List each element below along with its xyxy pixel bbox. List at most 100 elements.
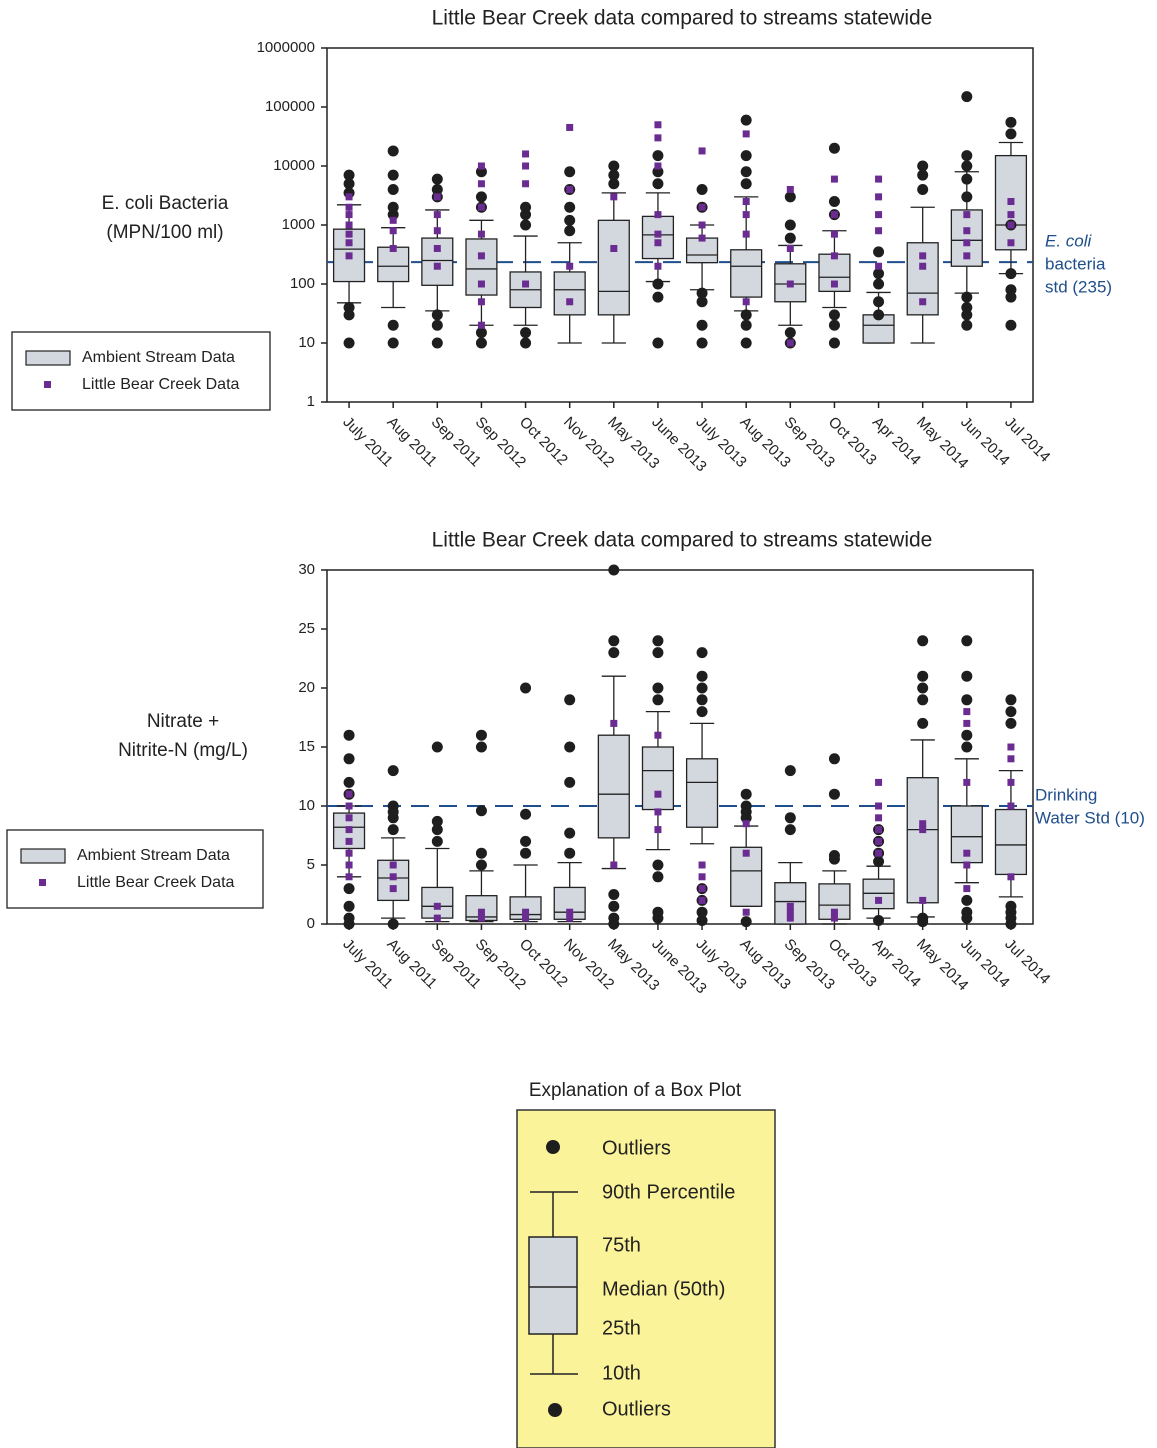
- chart-title: Little Bear Creek data compared to strea…: [432, 529, 933, 552]
- outlier: [917, 635, 929, 647]
- outlier: [387, 812, 399, 824]
- creek-point: [963, 849, 971, 857]
- reference-label: Water Std (10): [1035, 808, 1145, 827]
- creek-point: [1007, 239, 1015, 247]
- outlier: [784, 191, 796, 203]
- outlier: [961, 319, 973, 331]
- y-tick-label: 10000: [273, 157, 315, 174]
- chart: Little Bear Creek data compared to strea…: [6, 529, 1145, 997]
- outlier: [696, 682, 708, 694]
- creek-point: [345, 193, 353, 201]
- explanation-label: 10th: [602, 1362, 641, 1384]
- y-tick-label: 5: [307, 856, 315, 873]
- creek-point: [875, 896, 883, 904]
- outlier: [828, 196, 840, 208]
- outlier: [608, 635, 620, 647]
- creek-point: [698, 896, 706, 904]
- legend-swatch: [44, 381, 51, 388]
- outlier: [475, 337, 487, 349]
- outlier: [520, 682, 532, 694]
- box: [994, 808, 1028, 876]
- outlier: [784, 765, 796, 777]
- creek-point: [875, 211, 883, 219]
- outlier: [652, 291, 664, 303]
- box: [641, 746, 675, 811]
- outlier: [1005, 291, 1017, 303]
- creek-point: [742, 211, 750, 219]
- outlier: [917, 169, 929, 181]
- outlier: [652, 871, 664, 883]
- outlier: [652, 682, 664, 694]
- outlier: [564, 847, 576, 859]
- creek-point: [875, 193, 883, 201]
- creek-point: [610, 244, 618, 252]
- legend-label: Ambient Stream Data: [77, 847, 230, 864]
- creek-point: [875, 837, 883, 845]
- creek-point: [433, 902, 441, 910]
- outlier: [564, 776, 576, 788]
- creek-point: [1007, 198, 1015, 206]
- outlier: [696, 647, 708, 659]
- creek-point: [919, 252, 927, 260]
- y-tick-label: 1: [307, 393, 315, 410]
- creek-point: [566, 262, 574, 270]
- creek-point: [522, 162, 530, 170]
- box: [730, 846, 763, 907]
- creek-point: [919, 820, 927, 828]
- outlier: [652, 635, 664, 647]
- y-tick-label: 15: [298, 738, 315, 755]
- outlier: [1005, 128, 1017, 140]
- outlier: [564, 166, 576, 178]
- creek-point: [963, 778, 971, 786]
- explanation-label: Outliers: [602, 1398, 671, 1420]
- outlier: [608, 647, 620, 659]
- explanation-label: 25th: [602, 1317, 641, 1339]
- outlier: [520, 337, 532, 349]
- outlier: [696, 670, 708, 682]
- creek-point: [477, 280, 485, 288]
- creek-point: [786, 902, 794, 910]
- creek-point: [345, 221, 353, 229]
- outlier: [961, 291, 973, 303]
- legend-label: Ambient Stream Data: [82, 349, 235, 366]
- y-tick-label: 1000000: [257, 39, 315, 56]
- outlier: [696, 319, 708, 331]
- outlier: [343, 883, 355, 895]
- creek-point: [698, 885, 706, 893]
- box: [994, 154, 1028, 251]
- legend-swatch: [39, 879, 46, 886]
- creek-point: [477, 914, 485, 922]
- outlier: [652, 178, 664, 190]
- outlier: [343, 178, 355, 190]
- outlier: [828, 753, 840, 765]
- outlier: [520, 847, 532, 859]
- outlier: [917, 717, 929, 729]
- outlier: [387, 824, 399, 836]
- creek-point: [875, 849, 883, 857]
- outlier: [475, 741, 487, 753]
- outlier: [1005, 694, 1017, 706]
- creek-point: [875, 802, 883, 810]
- outlier: [1005, 319, 1017, 331]
- explanation-label: 75th: [602, 1234, 641, 1256]
- creek-point: [477, 908, 485, 916]
- outlier: [696, 706, 708, 718]
- chart-title: Little Bear Creek data compared to strea…: [432, 7, 933, 30]
- explanation: Explanation of a Box Plot Outliers 90th …: [516, 1080, 776, 1448]
- creek-point: [345, 873, 353, 881]
- outlier: [652, 694, 664, 706]
- creek-point: [433, 193, 441, 201]
- creek-point: [610, 193, 618, 201]
- plot-frame: [326, 47, 1034, 403]
- outlier: [387, 319, 399, 331]
- creek-point: [477, 298, 485, 306]
- creek-point: [875, 826, 883, 834]
- outlier: [961, 670, 973, 682]
- box-glyph: [528, 1236, 578, 1335]
- creek-point: [1007, 755, 1015, 763]
- creek-point: [786, 339, 794, 347]
- creek-point: [522, 914, 530, 922]
- creek-point: [654, 731, 662, 739]
- outlier: [475, 729, 487, 741]
- creek-point: [919, 896, 927, 904]
